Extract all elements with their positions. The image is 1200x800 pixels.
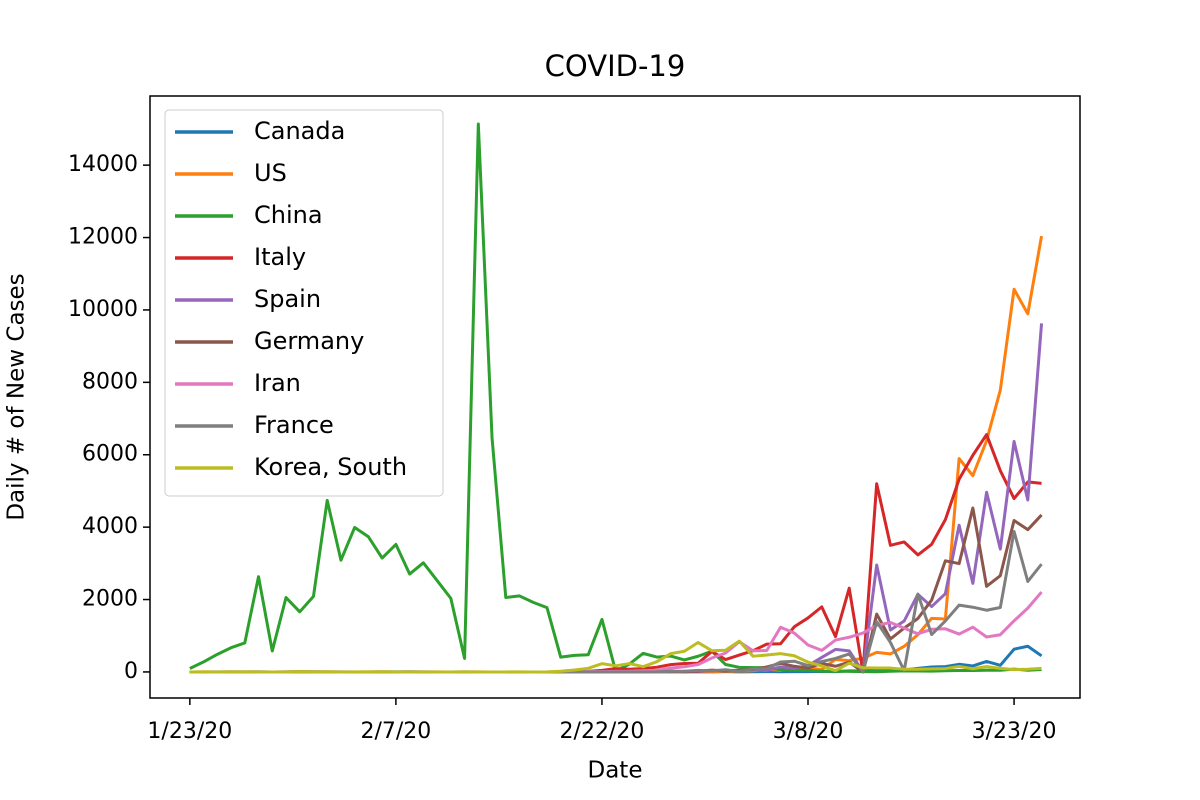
legend-label: France bbox=[254, 411, 334, 439]
chart-title: COVID-19 bbox=[545, 49, 686, 83]
legend-label: US bbox=[254, 159, 287, 187]
y-tick-label: 0 bbox=[124, 659, 138, 684]
y-tick-label: 10000 bbox=[68, 297, 138, 322]
x-tick-label: 2/22/20 bbox=[560, 719, 645, 744]
y-tick-label: 4000 bbox=[82, 514, 138, 539]
plot-frame bbox=[149, 95, 1081, 699]
y-tick-label: 12000 bbox=[68, 225, 138, 250]
legend-label: China bbox=[254, 201, 323, 229]
y-axis-label: Daily # of New Cases bbox=[4, 273, 30, 520]
y-tick-label: 14000 bbox=[68, 152, 138, 177]
legend-label: Germany bbox=[254, 327, 364, 355]
y-tick-label: 6000 bbox=[82, 442, 138, 467]
x-tick-label: 1/23/20 bbox=[147, 719, 232, 744]
series-line bbox=[189, 639, 1042, 674]
plot-area bbox=[189, 122, 1044, 674]
y-tick-label: 2000 bbox=[82, 587, 138, 612]
legend-label: Italy bbox=[254, 243, 306, 271]
legend-label: Spain bbox=[254, 285, 321, 313]
y-tick-label: 8000 bbox=[82, 369, 138, 394]
legend-box bbox=[164, 109, 444, 497]
x-tick-label: 3/8/20 bbox=[773, 719, 844, 744]
legend: Canada US China Italy Spain Germany Iran France… bbox=[164, 109, 444, 497]
x-axis-label: Date bbox=[588, 758, 643, 784]
legend-label: Canada bbox=[254, 117, 345, 145]
x-tick-label: 3/23/20 bbox=[972, 719, 1057, 744]
x-tick-label: 2/7/20 bbox=[360, 719, 431, 744]
legend-label: Korea, South bbox=[254, 453, 407, 481]
legend-label: Iran bbox=[254, 369, 301, 397]
